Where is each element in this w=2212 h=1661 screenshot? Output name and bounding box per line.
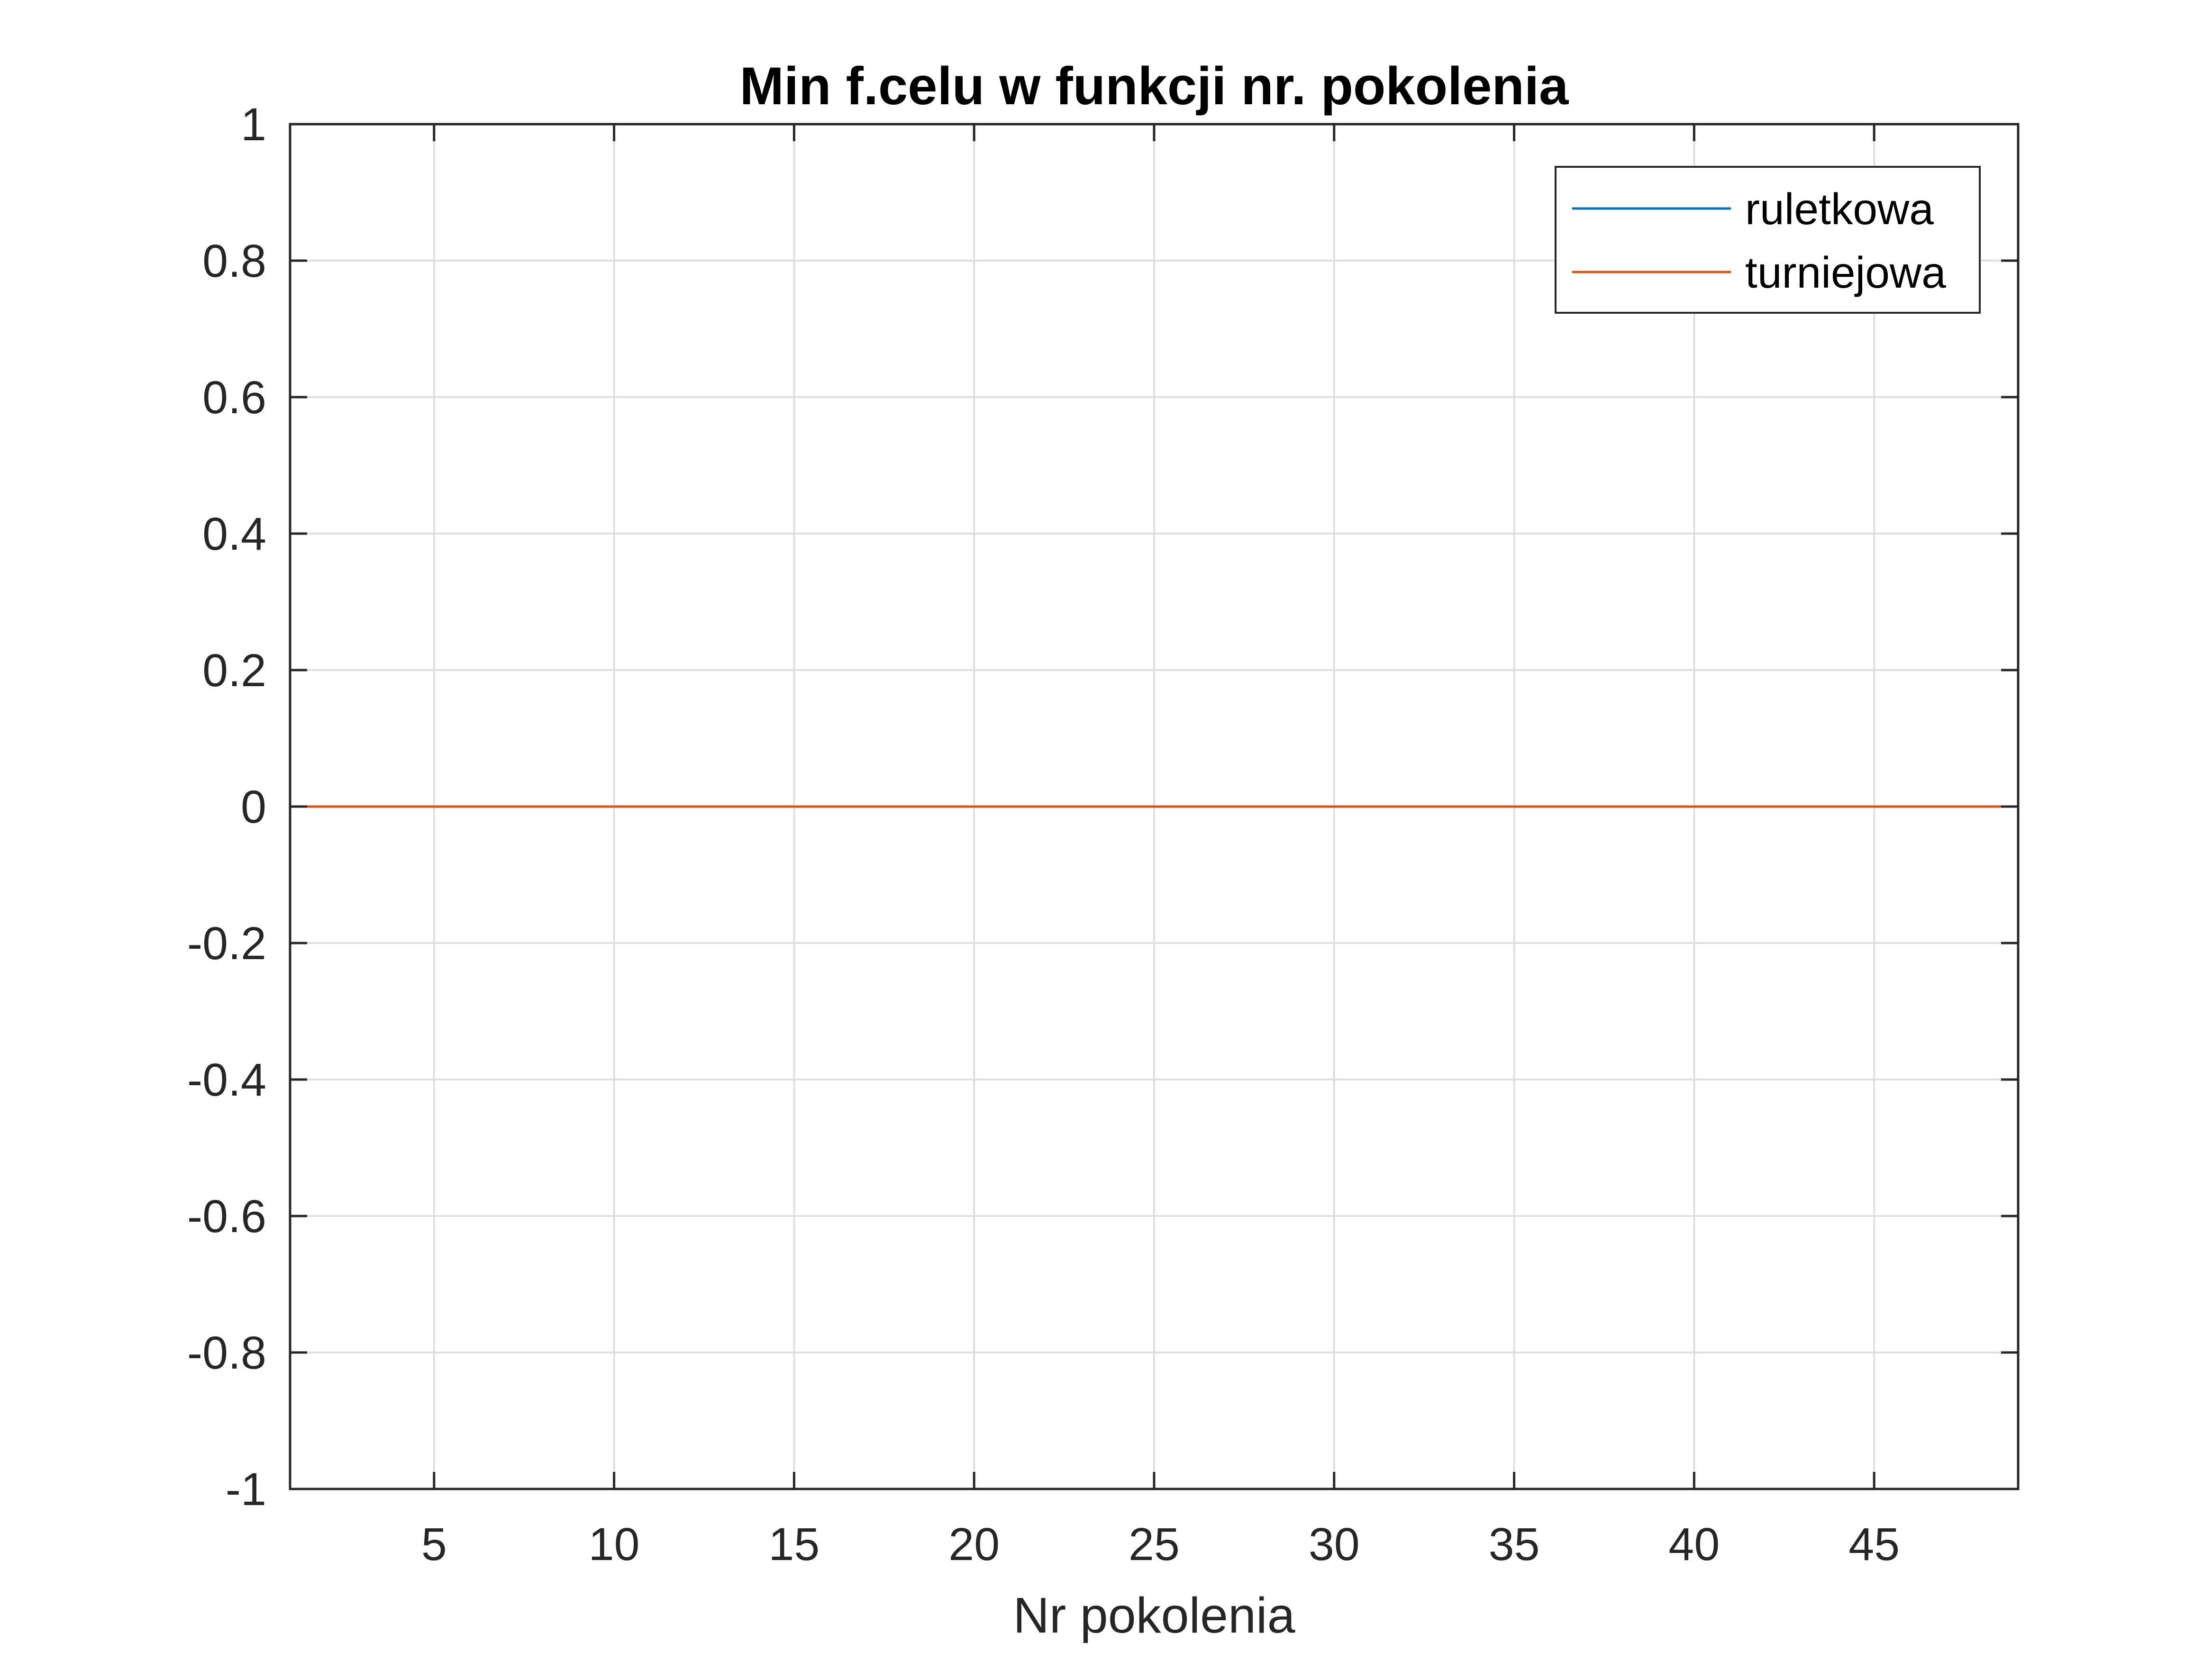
x-tick-label: 30 <box>1309 1518 1360 1570</box>
x-tick-label: 35 <box>1489 1518 1540 1570</box>
axis-ticks: 5 10 15 20 25 30 35 40 45 -1 -0.8 -0.6 -0.4 -0.2 0 0.2 0… <box>187 99 2018 1570</box>
y-tick-label: 1 <box>241 99 266 150</box>
y-tick-label: -1 <box>226 1463 266 1515</box>
y-tick-label: -0.2 <box>187 917 266 969</box>
y-tick-label: 0.2 <box>202 644 266 696</box>
x-tick-label: 5 <box>421 1518 447 1570</box>
x-tick-label: 20 <box>948 1518 1000 1570</box>
chart-title: Min f.celu w funkcji nr. pokolenia <box>740 56 1569 116</box>
legend-label-ruletkowa: ruletkowa <box>1745 184 1934 234</box>
legend-label-turniejowa: turniejowa <box>1745 248 1946 297</box>
y-tick-label: 0.6 <box>202 372 266 423</box>
legend-box <box>1555 166 1981 314</box>
y-tick-label: -0.4 <box>187 1054 266 1106</box>
y-tick-label: 0 <box>241 781 266 833</box>
y-tick-label: 0.4 <box>202 508 266 560</box>
x-tick-label: 45 <box>1848 1518 1900 1570</box>
y-tick-label: 0.8 <box>202 235 266 287</box>
x-tick-label: 10 <box>589 1518 640 1570</box>
x-axis-title: Nr pokolenia <box>1013 1588 1295 1643</box>
y-tick-label: -0.8 <box>187 1327 266 1379</box>
x-tick-label: 25 <box>1129 1518 1180 1570</box>
y-tick-label: -0.6 <box>187 1190 266 1242</box>
legend: ruletkowa turniejowa <box>1555 166 1981 314</box>
x-tick-label: 40 <box>1668 1518 1720 1570</box>
x-tick-label: 15 <box>768 1518 819 1570</box>
